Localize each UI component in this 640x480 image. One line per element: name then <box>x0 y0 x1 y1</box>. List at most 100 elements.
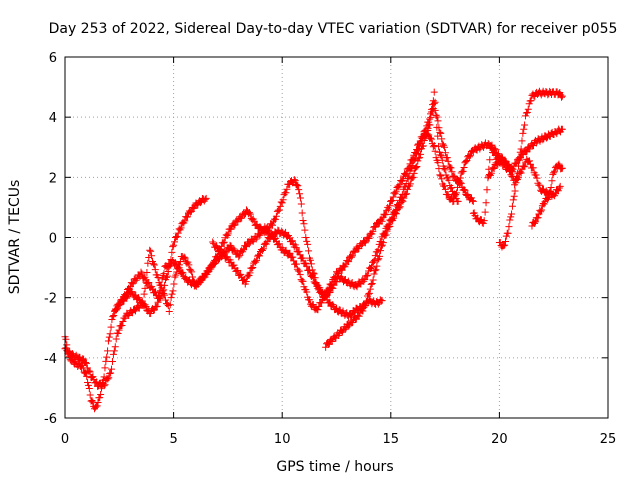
data-point <box>183 259 191 267</box>
data-point <box>509 165 517 173</box>
data-point <box>454 178 462 186</box>
data-point <box>160 270 168 278</box>
data-point <box>303 237 311 245</box>
data-point <box>524 105 532 113</box>
data-point <box>441 166 449 174</box>
data-point <box>532 171 540 179</box>
data-point <box>402 190 410 198</box>
data-point <box>502 158 510 166</box>
data-point <box>360 277 368 285</box>
data-point <box>89 373 97 381</box>
data-point <box>80 368 88 376</box>
data-point <box>448 184 456 192</box>
x-tick-label: 20 <box>491 432 508 447</box>
data-point <box>279 196 287 204</box>
data-point <box>447 164 455 172</box>
data-point <box>187 266 195 274</box>
data-point <box>274 226 282 234</box>
data-point <box>546 187 554 195</box>
data-point <box>107 323 115 331</box>
data-point <box>271 215 279 223</box>
chart-title: Day 253 of 2022, Sidereal Day-to-day VTE… <box>49 21 618 37</box>
data-point <box>141 284 149 292</box>
data-point <box>164 268 172 276</box>
data-point <box>558 164 566 172</box>
data-point <box>282 246 290 254</box>
data-point <box>258 246 266 254</box>
y-tick-label: -2 <box>44 292 57 307</box>
y-tick-label: 4 <box>49 111 57 126</box>
data-point <box>370 270 378 278</box>
series-track-5 <box>322 88 462 351</box>
y-tick-label: -4 <box>44 352 57 367</box>
data-point <box>481 208 489 216</box>
data-point <box>157 281 165 289</box>
data-point <box>337 266 345 274</box>
data-point <box>176 226 184 234</box>
data-point <box>204 268 212 276</box>
data-point <box>536 181 544 189</box>
data-point <box>516 148 524 156</box>
data-point <box>272 212 280 220</box>
data-point <box>371 267 379 275</box>
data-point <box>379 239 387 247</box>
data-point <box>105 333 113 341</box>
data-point <box>409 173 417 181</box>
data-point <box>177 224 185 232</box>
data-point <box>295 186 303 194</box>
data-point <box>107 369 115 377</box>
data-point <box>513 175 521 183</box>
data-point <box>460 164 468 171</box>
data-point <box>392 188 400 196</box>
data-point <box>511 187 519 195</box>
data-point <box>431 147 439 155</box>
data-point <box>231 221 239 229</box>
data-point <box>431 98 439 106</box>
data-point <box>91 403 99 411</box>
data-point <box>201 195 209 203</box>
data-point <box>426 121 434 129</box>
data-point <box>377 242 385 250</box>
data-point <box>158 275 166 283</box>
data-point <box>436 151 444 159</box>
data-point <box>178 268 186 276</box>
data-point <box>302 259 310 267</box>
data-point <box>451 191 459 199</box>
data-point <box>506 216 514 224</box>
data-point <box>305 247 313 255</box>
data-point <box>143 269 151 277</box>
data-point <box>322 293 330 301</box>
data-point <box>96 394 104 402</box>
data-point <box>460 185 468 193</box>
data-point <box>246 269 254 277</box>
data-point <box>144 279 152 287</box>
data-point <box>419 142 427 150</box>
data-point <box>97 390 105 398</box>
data-point <box>312 278 320 286</box>
data-point <box>436 171 444 179</box>
data-point <box>166 301 174 309</box>
data-point <box>480 217 488 225</box>
data-point <box>406 180 414 188</box>
data-point <box>469 197 477 205</box>
data-point <box>440 165 448 173</box>
data-point <box>361 276 369 284</box>
data-point <box>507 213 515 221</box>
data-point <box>429 97 437 105</box>
data-point <box>378 217 386 225</box>
data-point <box>139 300 147 308</box>
data-point <box>240 246 248 254</box>
data-point <box>430 88 438 96</box>
data-point <box>347 253 355 261</box>
data-point <box>368 279 376 287</box>
data-point <box>515 154 523 162</box>
data-point <box>241 211 249 219</box>
data-point <box>328 280 336 288</box>
data-point <box>94 399 102 407</box>
data-point <box>306 266 314 274</box>
data-point <box>434 159 442 167</box>
data-point <box>140 290 148 298</box>
data-point <box>212 259 220 267</box>
series-track-9 <box>528 160 566 230</box>
